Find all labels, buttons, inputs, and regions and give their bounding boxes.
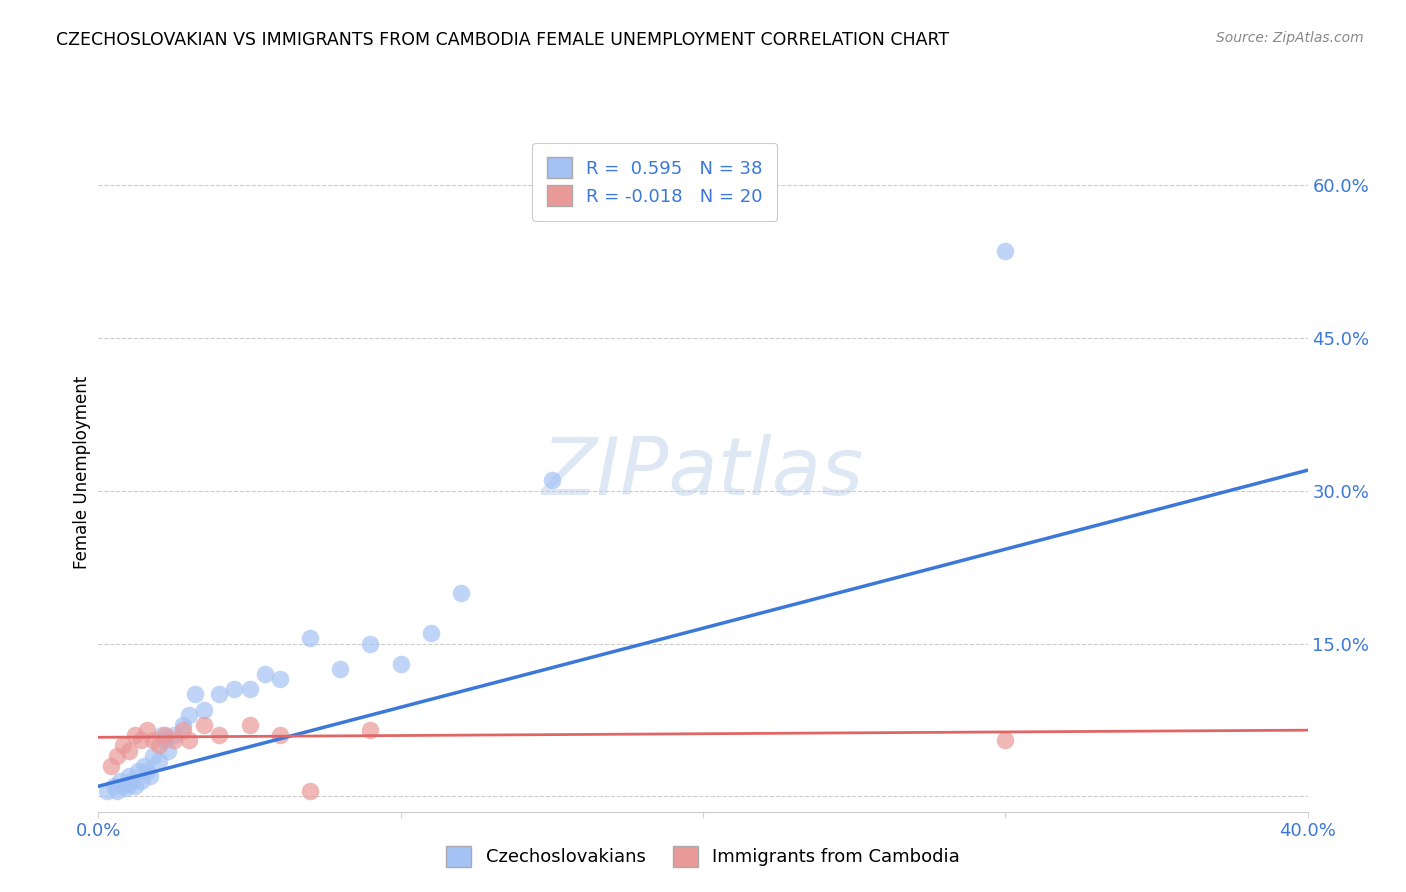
Point	[135, 764, 157, 778]
Point	[118, 743, 141, 757]
Point	[132, 759, 155, 773]
Point	[111, 779, 134, 793]
Point	[193, 718, 215, 732]
Point	[450, 585, 472, 599]
Point	[148, 739, 170, 753]
Y-axis label: Female Unemployment: Female Unemployment	[73, 376, 91, 569]
Point	[540, 474, 562, 488]
Point	[420, 626, 443, 640]
Point	[139, 769, 162, 783]
Point	[142, 733, 165, 747]
Point	[100, 759, 122, 773]
Point	[163, 733, 186, 747]
Point	[153, 733, 176, 747]
Point	[96, 784, 118, 798]
Point	[148, 754, 170, 768]
Point	[994, 733, 1017, 747]
Point	[253, 667, 276, 681]
Point	[121, 774, 143, 789]
Point	[105, 748, 128, 763]
Point	[184, 688, 207, 702]
Point	[135, 723, 157, 738]
Point	[150, 728, 173, 742]
Point	[269, 672, 291, 686]
Text: CZECHOSLOVAKIAN VS IMMIGRANTS FROM CAMBODIA FEMALE UNEMPLOYMENT CORRELATION CHAR: CZECHOSLOVAKIAN VS IMMIGRANTS FROM CAMBO…	[56, 31, 949, 49]
Point	[108, 774, 131, 789]
Point	[163, 728, 186, 742]
Point	[299, 632, 322, 646]
Point	[118, 777, 141, 791]
Point	[239, 718, 262, 732]
Point	[129, 733, 152, 747]
Point	[179, 733, 201, 747]
Point	[118, 769, 141, 783]
Point	[129, 774, 152, 789]
Point	[114, 781, 136, 796]
Text: ZIPatlas: ZIPatlas	[541, 434, 865, 512]
Point	[124, 779, 146, 793]
Point	[239, 682, 262, 697]
Point	[994, 244, 1017, 258]
Legend: Czechoslovakians, Immigrants from Cambodia: Czechoslovakians, Immigrants from Cambod…	[439, 838, 967, 874]
Point	[269, 728, 291, 742]
Point	[127, 764, 149, 778]
Point	[156, 743, 179, 757]
Point	[111, 739, 134, 753]
Legend: R =  0.595   N = 38, R = -0.018   N = 20: R = 0.595 N = 38, R = -0.018 N = 20	[531, 143, 778, 220]
Point	[103, 779, 125, 793]
Point	[360, 723, 382, 738]
Point	[179, 707, 201, 722]
Point	[124, 728, 146, 742]
Point	[153, 728, 176, 742]
Point	[105, 784, 128, 798]
Point	[389, 657, 412, 671]
Point	[172, 723, 194, 738]
Point	[329, 662, 352, 676]
Point	[208, 688, 231, 702]
Point	[299, 784, 322, 798]
Point	[172, 718, 194, 732]
Text: Source: ZipAtlas.com: Source: ZipAtlas.com	[1216, 31, 1364, 45]
Point	[360, 636, 382, 650]
Point	[193, 703, 215, 717]
Point	[224, 682, 246, 697]
Point	[142, 748, 165, 763]
Point	[208, 728, 231, 742]
